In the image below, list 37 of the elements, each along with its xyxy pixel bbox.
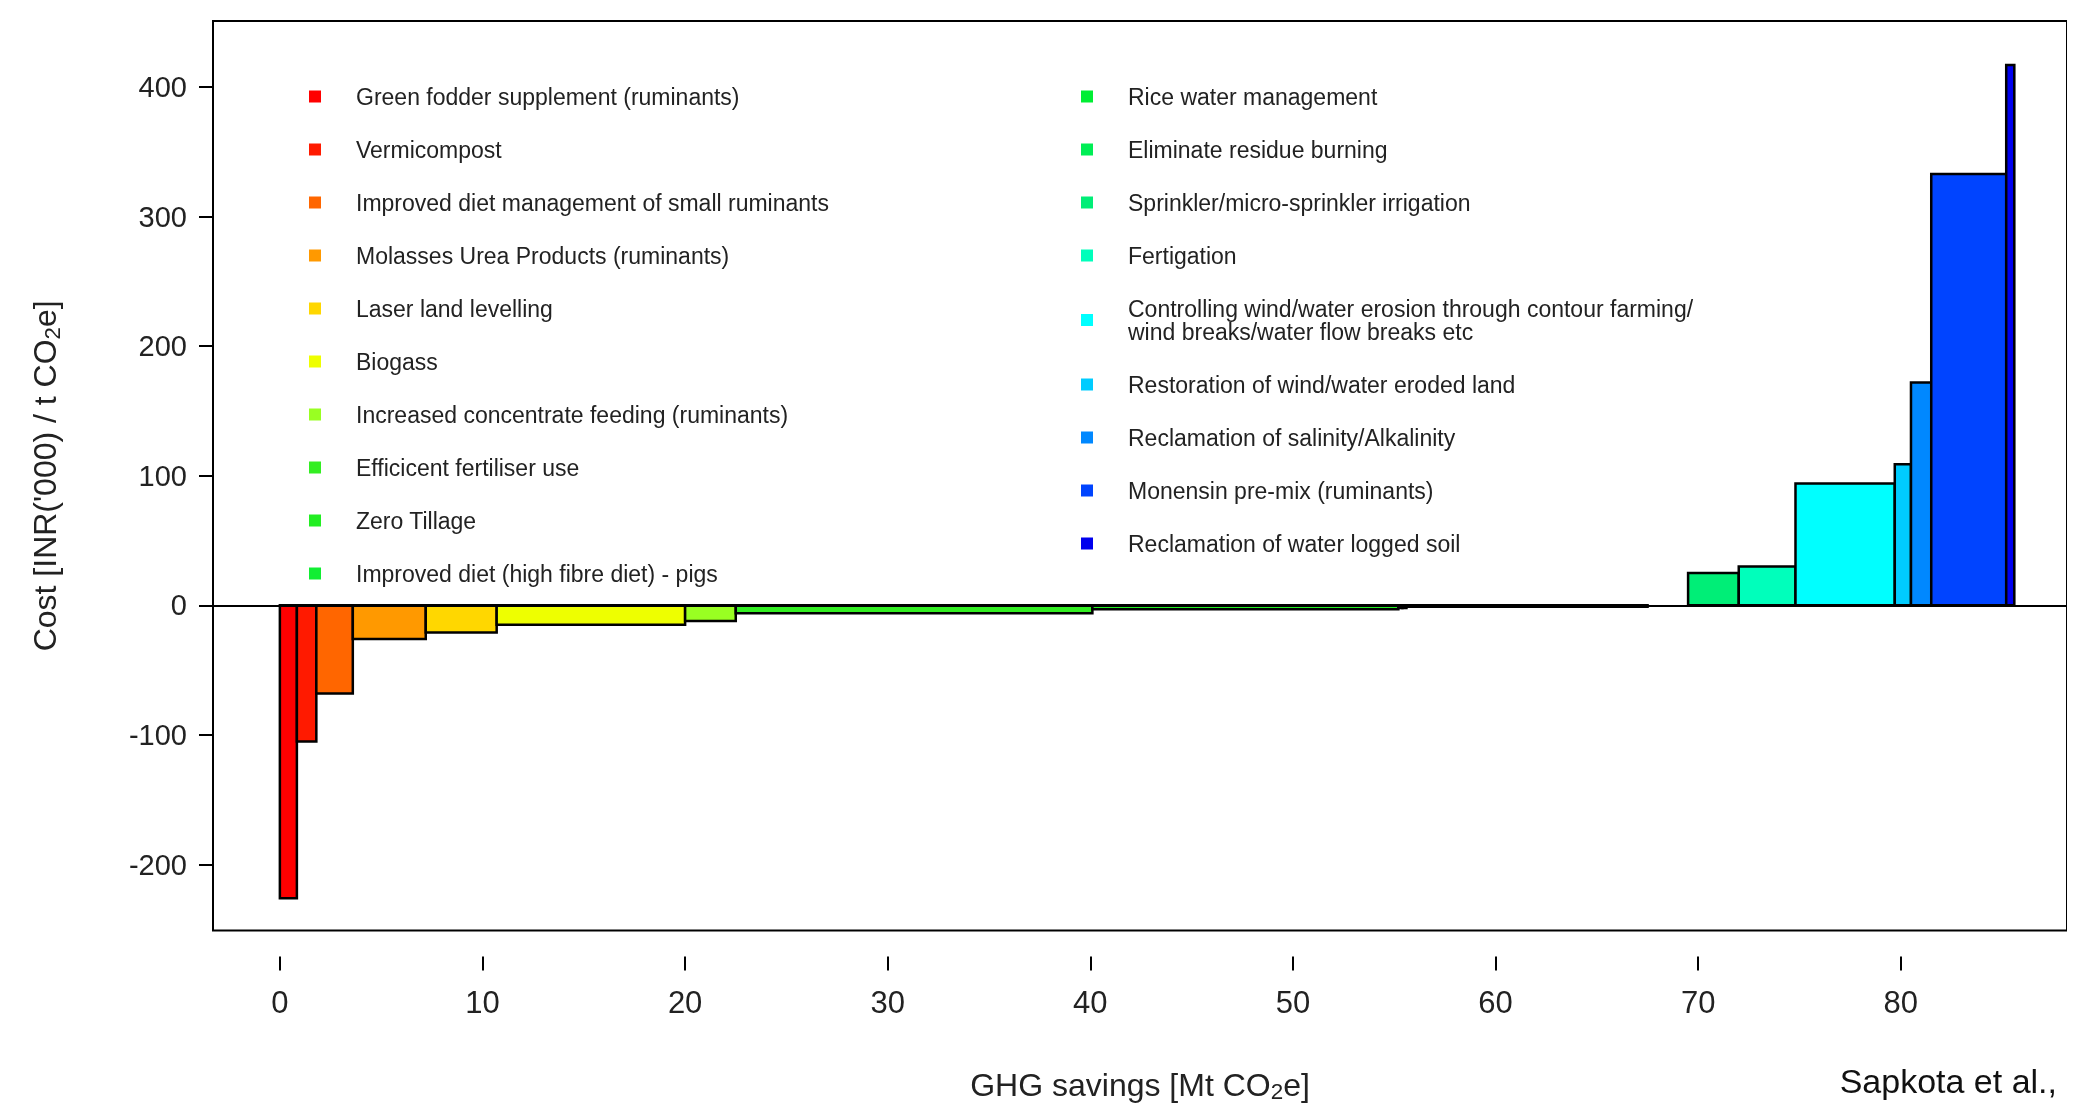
x-tick-label: 20 <box>667 984 703 1020</box>
legend-label: Controlling wind/water erosion through contour farming/ wind breaks/water flow breaks etc <box>1127 295 1694 345</box>
legend-label: Zero Tillage <box>356 507 477 534</box>
y-axis-title: Cost [INR('000) / t CO2e] <box>26 300 65 652</box>
x-tick-label: 40 <box>1073 984 1108 1020</box>
y-tick-label: 300 <box>138 200 187 233</box>
x-tick-label: 70 <box>1680 984 1716 1020</box>
text: Sapkota et al., <box>1839 1062 2058 1100</box>
y-tick-label: -200 <box>128 848 187 881</box>
legend-label: Molasses Urea Products (ruminants) <box>356 242 730 269</box>
legend-label: Laser land levelling <box>356 295 553 322</box>
legend-label: Vermicompost <box>356 136 503 163</box>
legend-label: Eliminate residue burning <box>1128 136 1388 163</box>
legend-label: Efficicent fertiliser use <box>356 454 580 481</box>
legend-label: Reclamation of salinity/Alkalinity <box>1128 424 1456 451</box>
x-tick-label: 80 <box>1883 984 1919 1020</box>
legend-label: Biogass <box>356 348 438 375</box>
legend-label: Monensin pre-mix (ruminants) <box>1128 477 1434 504</box>
x-tick-label: 50 <box>1275 984 1311 1020</box>
y-tick-label: 400 <box>138 71 187 104</box>
legend-label: Increased concentrate feeding (ruminants) <box>356 401 789 428</box>
legend-label: Improved diet management of small ruminants <box>356 189 829 216</box>
legend-label: Fertigation <box>1128 242 1237 269</box>
legend-label: Improved diet (high fibre diet) - pigs <box>356 560 718 587</box>
legend-label: Green fodder supplement (ruminants) <box>356 83 740 110</box>
x-tick-label: 10 <box>465 984 500 1020</box>
x-tick-label: 0 <box>271 984 289 1020</box>
legend-label: Reclamation of water logged soil <box>1128 530 1461 557</box>
y-tick-label: 100 <box>138 459 187 492</box>
y-tick-label: 0 <box>170 589 187 622</box>
legend-label: Rice water management <box>1128 83 1378 110</box>
x-tick-label: 60 <box>1478 984 1513 1020</box>
legend-label: Restoration of wind/water eroded land <box>1128 371 1516 398</box>
x-tick-label: 30 <box>870 984 905 1020</box>
y-tick-label: -100 <box>128 718 187 751</box>
legend-label: Sprinkler/micro-sprinkler irrigation <box>1128 189 1471 216</box>
y-tick-label: 200 <box>138 330 187 363</box>
